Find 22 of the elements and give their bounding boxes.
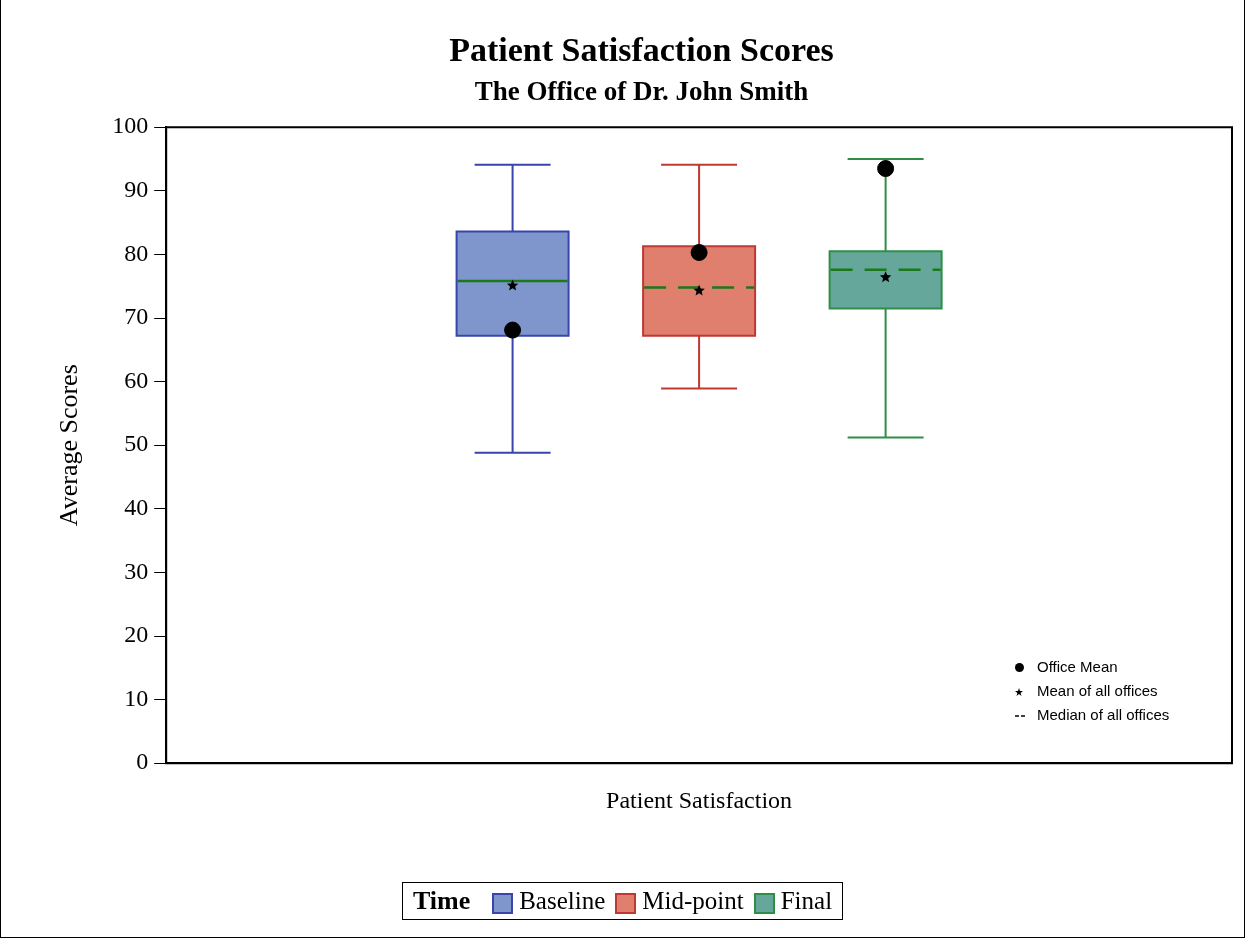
annotation: Median of all offices xyxy=(1036,705,1170,725)
annotation: Mean of all offices xyxy=(1036,681,1159,701)
legend-label: Baseline xyxy=(518,887,606,915)
y-axis-title: Average Scores xyxy=(54,364,84,527)
legend-title: Time xyxy=(412,886,471,916)
y-tick-label: 50 xyxy=(124,430,149,457)
y-tick-label: 70 xyxy=(124,303,149,330)
y-tick-label: 100 xyxy=(112,112,149,139)
chart-subtitle: The Office of Dr. John Smith xyxy=(474,75,809,106)
y-tick-label: 30 xyxy=(124,557,149,584)
y-tick-label: 60 xyxy=(124,366,149,393)
legend-label: Final xyxy=(779,887,833,915)
legend-label: Mid-point xyxy=(641,887,744,915)
y-tick-label: 10 xyxy=(124,684,149,711)
x-tick-label: Patient Satisfaction xyxy=(606,786,793,813)
y-tick-label: 90 xyxy=(124,176,149,203)
y-tick-label: 0 xyxy=(136,748,149,775)
y-tick-label: 80 xyxy=(124,239,149,266)
chart-title: Patient Satisfaction Scores xyxy=(449,31,834,69)
y-tick-label: 40 xyxy=(124,494,149,521)
y-tick-label: 20 xyxy=(124,621,149,648)
legend-label: Office Mean xyxy=(1036,657,1119,677)
